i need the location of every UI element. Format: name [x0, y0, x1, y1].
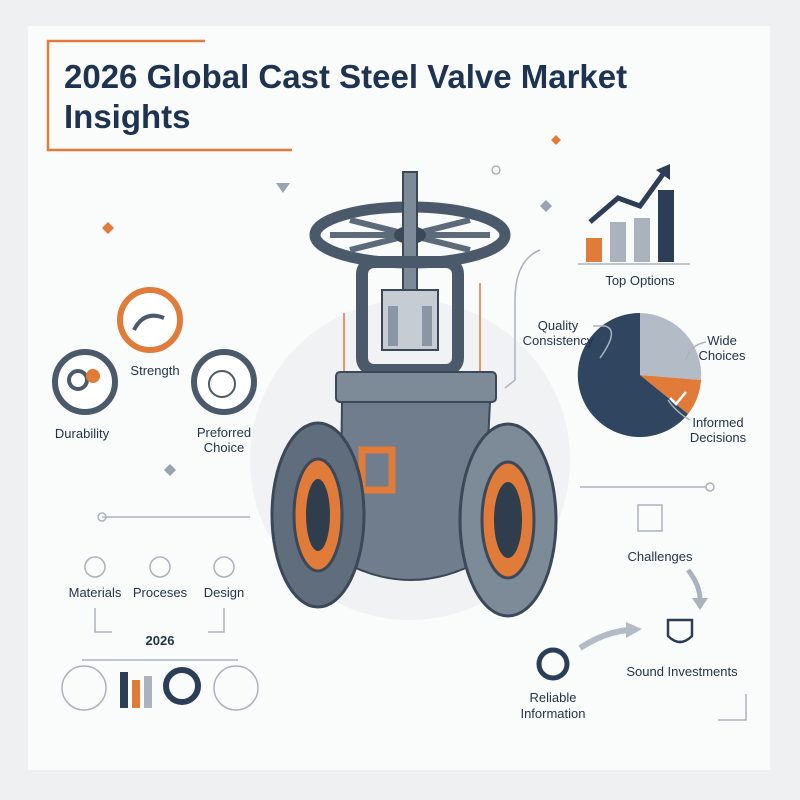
feature-icons-part	[86, 369, 100, 383]
feature-icons-part	[208, 370, 236, 398]
label: Wide	[707, 333, 737, 348]
feature-icons-part	[191, 349, 257, 415]
label: Decisions	[690, 430, 747, 445]
pie-chart-part	[640, 375, 701, 414]
title-block: 2026 Global Cast Steel Valve Market Insi…	[46, 39, 627, 152]
bar-chart-icon-part	[658, 190, 674, 262]
decor	[102, 135, 747, 721]
decor-part	[540, 200, 552, 212]
bar-chart-icon-part	[610, 222, 626, 262]
pie-chart-part	[685, 341, 707, 361]
pie-chart-part	[504, 249, 541, 389]
decor-part	[551, 135, 561, 145]
bar-chart-icon-part	[656, 164, 670, 180]
process-part	[213, 556, 235, 578]
label: Choices	[699, 348, 746, 363]
pie-chart-part	[577, 312, 688, 437]
decor-part	[164, 464, 176, 476]
valve-part	[358, 446, 396, 494]
process-part	[149, 556, 171, 578]
pie-chart-part	[669, 391, 687, 406]
decor-part	[102, 222, 114, 234]
flow-part	[536, 647, 570, 681]
process-part	[132, 680, 140, 708]
feature-icons-part	[132, 313, 165, 331]
process-part	[120, 672, 128, 708]
pie-chart: Quality Consistency Wide Choices Informe…	[504, 249, 747, 445]
year: 2026	[146, 633, 175, 648]
process-part	[84, 556, 106, 578]
title-block-part	[46, 39, 292, 152]
flow-part	[692, 598, 708, 610]
label: Preforred	[197, 425, 251, 440]
pie-chart-part	[667, 399, 691, 421]
title-line: 2026 Global Cast Steel Valve Market	[64, 58, 627, 95]
flow: Challenges Sound Investments Reliable In…	[520, 482, 738, 721]
label: Consistency	[523, 333, 594, 348]
label: Choice	[204, 440, 244, 455]
process-part	[144, 676, 152, 708]
process-part	[163, 667, 201, 705]
label: Strength	[130, 363, 179, 378]
valve-part	[402, 171, 418, 293]
process-part	[94, 608, 225, 633]
valve-part	[388, 306, 398, 346]
process-part	[61, 665, 107, 711]
bar-chart-icon: Top Options	[578, 164, 690, 288]
flow-part	[626, 622, 642, 638]
decor-part	[491, 165, 501, 175]
label: Proceses	[133, 585, 188, 600]
valve	[270, 171, 558, 618]
valve-part	[335, 371, 497, 403]
valve-part	[494, 482, 522, 558]
label: Top Options	[605, 273, 675, 288]
pie-chart-part	[640, 313, 702, 380]
process: Materials Proceses Design 2026	[61, 512, 259, 711]
bar-chart-icon-part	[634, 218, 650, 262]
flow-part	[637, 504, 663, 532]
valve-part	[356, 256, 464, 376]
label: Informed	[692, 415, 743, 430]
feature-icons-part	[117, 287, 183, 353]
flow-part	[686, 568, 703, 601]
bar-chart-icon-part	[588, 168, 669, 224]
flow-part	[705, 482, 715, 492]
bar-chart-icon-part	[586, 238, 602, 262]
flow-part	[578, 627, 629, 651]
feature-icons: Strength Durability Preforred Choice	[52, 287, 257, 455]
label: Reliable	[530, 690, 577, 705]
pie-chart-part	[593, 325, 613, 359]
label: Materials	[69, 585, 122, 600]
label: Quality	[538, 318, 579, 333]
process-part	[97, 512, 107, 522]
label: Sound Investments	[626, 664, 738, 679]
label: Design	[204, 585, 244, 600]
title-line: Insights	[64, 98, 191, 135]
decor-part	[718, 694, 747, 721]
label: Durability	[55, 426, 110, 441]
flow-part	[666, 618, 694, 644]
feature-icons-part	[67, 369, 89, 391]
decor-part	[276, 183, 290, 193]
valve-part	[306, 479, 330, 551]
label: Challenges	[627, 549, 693, 564]
valve-part	[422, 306, 432, 346]
label: Information	[520, 706, 585, 721]
process-part	[213, 665, 259, 711]
